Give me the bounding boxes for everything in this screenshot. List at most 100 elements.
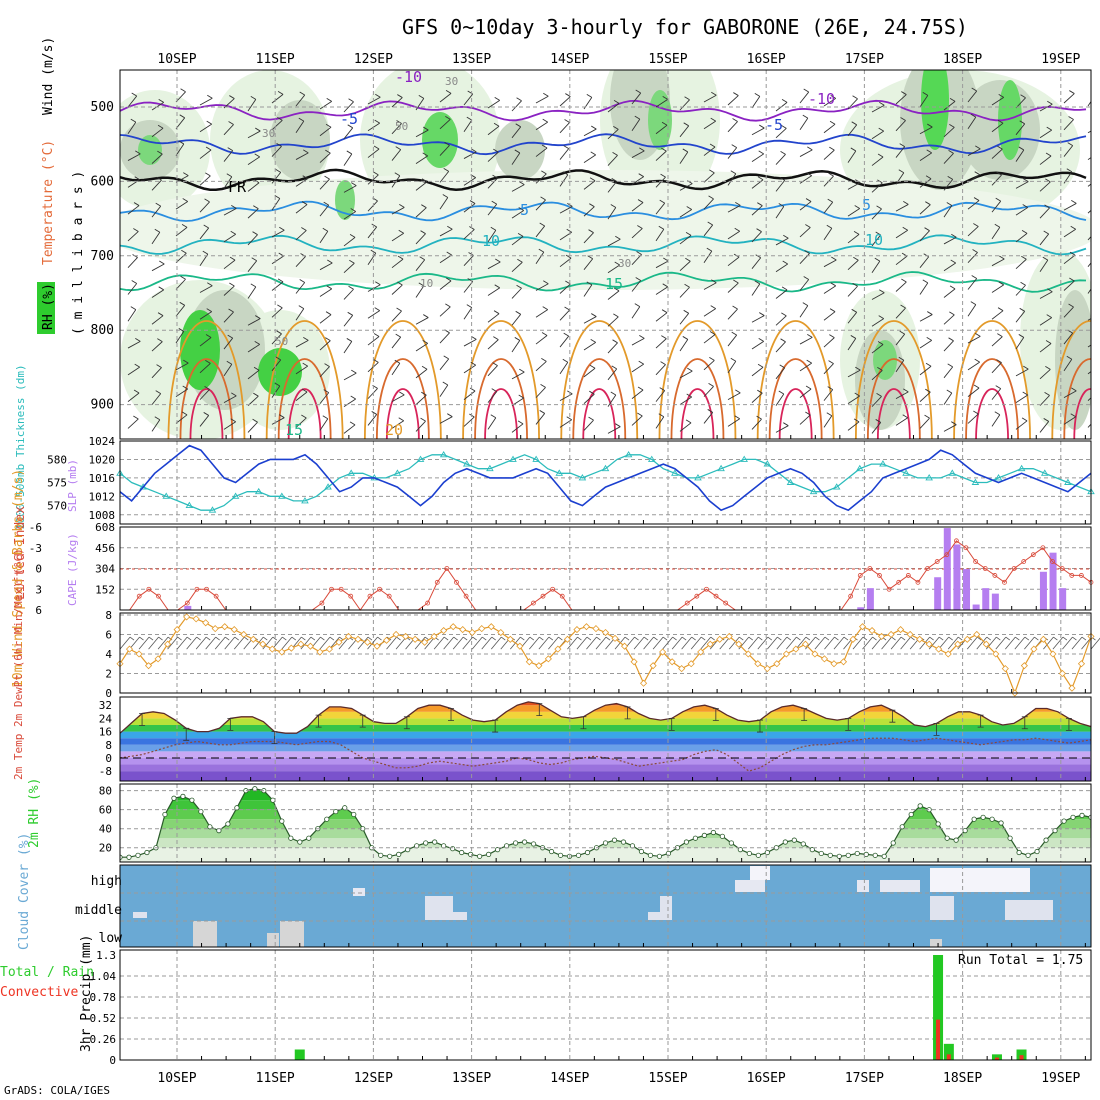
wind-barb-flag <box>975 332 981 337</box>
wind-barb <box>319 126 332 137</box>
lifted-index-marker <box>540 593 546 599</box>
surface-wind-barb <box>890 636 902 650</box>
wind-speed-marker <box>706 640 714 648</box>
wind-barb-flag <box>275 356 281 361</box>
wind-barb <box>535 147 548 157</box>
rh-marker <box>171 795 177 801</box>
wind-barb <box>127 257 138 269</box>
wind-barb <box>151 232 161 245</box>
wind-barb-flag <box>131 92 137 97</box>
wind-barb <box>943 340 954 352</box>
wind-barb <box>943 314 955 325</box>
surface-wind-barb-flag <box>224 636 230 641</box>
wind-barb <box>1039 207 1050 219</box>
wind-barb-flag <box>709 169 715 174</box>
wind-barb <box>967 148 981 156</box>
wind-barb <box>895 146 906 158</box>
wind-barb <box>607 264 620 274</box>
rh-shading <box>495 120 545 180</box>
wind-barb <box>799 227 811 238</box>
slp-line <box>119 444 1092 512</box>
thickness-marker <box>462 460 471 467</box>
wind-barb <box>151 127 164 138</box>
wind-barb <box>823 97 836 107</box>
wind-barb <box>799 201 812 211</box>
wind-speed-marker <box>278 648 286 656</box>
wind-barb-flag <box>154 416 161 421</box>
thickness-marker <box>486 464 494 472</box>
rh-marker <box>423 840 429 846</box>
wind-barb <box>679 260 691 272</box>
wind-barb-flag <box>492 362 498 366</box>
surface-wind-barb <box>452 636 464 650</box>
wind-barb <box>175 252 187 264</box>
warm-contour <box>1073 388 1091 439</box>
date-label-top: 19SEP <box>1041 52 1080 67</box>
wind-barb <box>943 127 955 138</box>
wind-barb-flag <box>925 175 932 180</box>
wind-barb-flag <box>206 308 212 312</box>
surface-wind-barb <box>928 636 940 650</box>
surface-wind-barb <box>567 636 578 650</box>
wind-barb <box>151 419 161 432</box>
wind-barb-flag <box>325 123 332 128</box>
wind-speed-marker <box>906 630 914 639</box>
wind-barb-flag <box>447 413 453 418</box>
thickness-tick-label: 570 <box>47 500 67 513</box>
wind-speed-marker <box>592 625 600 633</box>
wind-barb-flag <box>131 280 137 284</box>
wind-barb-flag <box>612 339 618 344</box>
wind-barb-flag <box>252 418 258 423</box>
lifted-index-marker <box>857 573 863 578</box>
min-max-bar <box>403 716 410 730</box>
rh-marker <box>548 848 555 855</box>
wind-barb <box>319 418 329 431</box>
cloud-cell <box>735 880 765 892</box>
cape-tick-label: 456 <box>95 542 115 555</box>
wind-barb-flag <box>471 335 477 340</box>
wind-barb <box>943 392 953 405</box>
wind-speed-marker <box>211 625 219 633</box>
wind-speed-marker <box>497 628 505 637</box>
wind-speed-marker <box>449 623 457 631</box>
wind-barb-flag <box>253 205 259 210</box>
wind-barb <box>895 307 906 319</box>
wind-barb-flag <box>997 307 1004 312</box>
wind-barb-flag <box>301 201 308 205</box>
rh-marker <box>692 835 699 841</box>
surface-wind-barb-flag <box>634 636 639 641</box>
wind-barb <box>175 226 188 237</box>
rh-shading <box>921 70 949 150</box>
wind-speed-marker <box>887 630 895 639</box>
wind-barb-flag <box>973 197 980 201</box>
surface-wind-barb-flag <box>786 636 792 641</box>
wind-barb-flag <box>782 260 788 265</box>
contour-label: -10 <box>395 68 422 86</box>
wind-barb-flag <box>158 98 164 103</box>
wind-barb <box>175 305 186 317</box>
wind-barb <box>247 395 259 406</box>
wind-speed-marker <box>982 640 990 648</box>
wind-barb-flag <box>540 384 546 388</box>
wind-barb-flag <box>902 226 908 231</box>
surface-wind-barb-flag <box>872 636 877 641</box>
wind-barb-flag <box>1045 366 1051 370</box>
cloud-cell <box>660 896 672 920</box>
pressure-tick-label: 500 <box>91 100 114 115</box>
wind-barb <box>487 365 498 377</box>
wind-barb <box>871 130 884 140</box>
wind-barb-flag <box>780 150 786 155</box>
wind-barb <box>607 238 621 247</box>
wind-barb-flag <box>277 91 284 95</box>
wind-barb <box>439 416 453 424</box>
temperature-line <box>120 701 1091 734</box>
wind-barb-flag <box>351 182 357 187</box>
surface-wind-barb-flag <box>710 636 715 641</box>
wind-barb <box>943 179 954 191</box>
wind-barb <box>1039 395 1050 406</box>
wind-barb-flag <box>682 336 689 340</box>
wind-barb <box>967 413 979 424</box>
surface-wind-barb-flag <box>367 636 373 641</box>
surface-wind-barb-flag <box>1053 636 1058 641</box>
